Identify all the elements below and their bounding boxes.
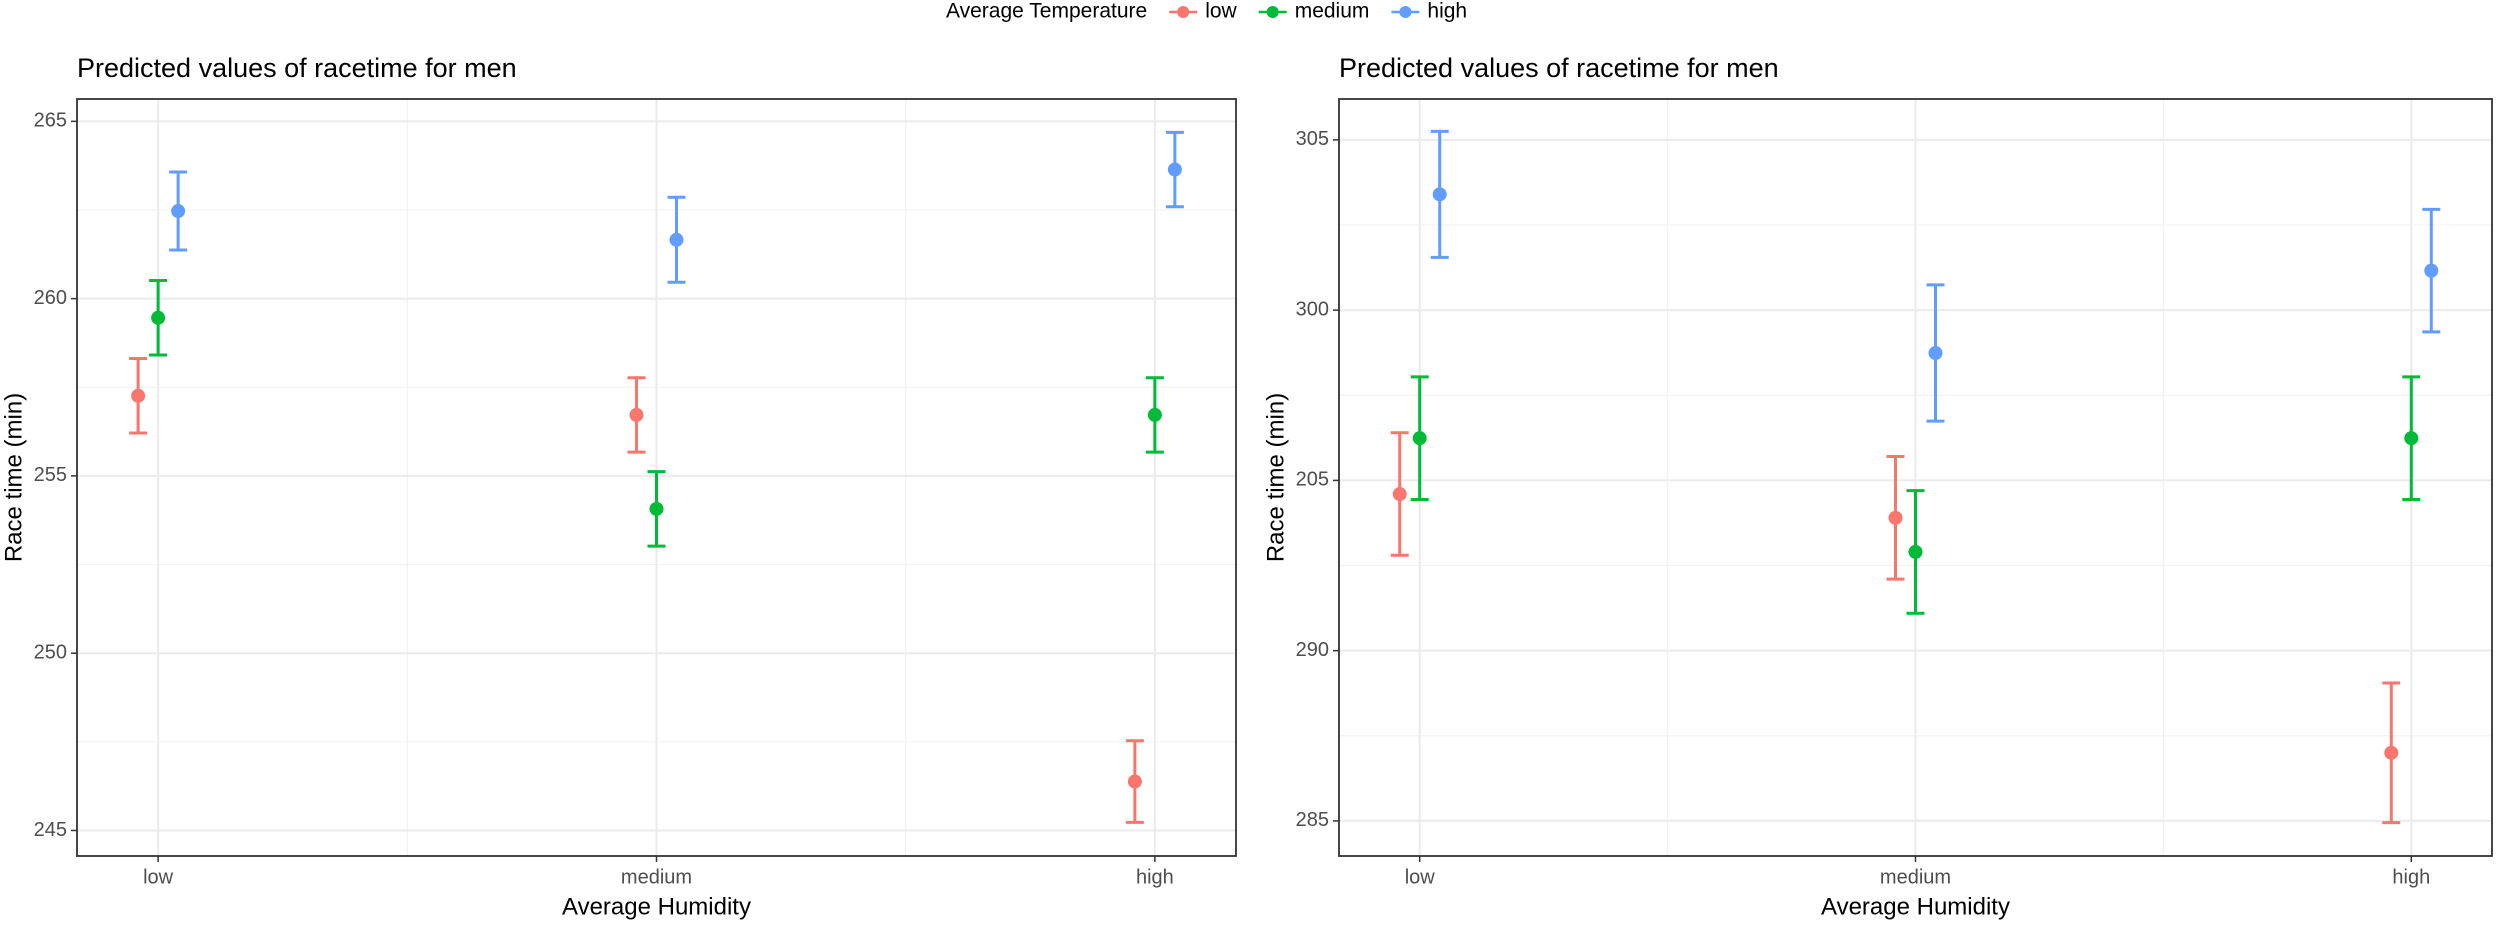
point — [1147, 407, 1162, 422]
y-tick-label: 205 — [1296, 469, 1329, 491]
point — [2424, 263, 2439, 278]
point — [2384, 745, 2399, 760]
point — [151, 310, 166, 325]
x-tick-label: medium — [1880, 866, 1951, 888]
y-tick-label: 250 — [34, 641, 67, 663]
x-tick-label: low — [1405, 866, 1436, 888]
x-tick-label: medium — [621, 866, 692, 888]
legend-label: low — [1205, 0, 1237, 23]
chart-title: Predicted values of racetime for men — [77, 53, 517, 83]
x-axis-title: Average Humidity — [1821, 893, 2010, 920]
y-tick-label: 255 — [34, 464, 67, 486]
point — [649, 501, 664, 516]
point — [131, 388, 146, 403]
point — [1392, 487, 1407, 502]
point — [1928, 346, 1943, 361]
point — [1908, 544, 1923, 559]
x-tick-label: high — [1136, 866, 1174, 888]
panel-border — [76, 98, 1237, 857]
y-tick-label: 305 — [1296, 128, 1329, 150]
point — [1432, 187, 1447, 202]
y-axis-title: Race time (min) — [0, 393, 27, 562]
legend-key-point — [1266, 6, 1279, 18]
point — [1888, 510, 1903, 525]
legend-label: medium — [1295, 0, 1370, 23]
y-tick-label: 300 — [1296, 298, 1329, 320]
x-tick-label: high — [2392, 866, 2430, 888]
point — [1127, 774, 1142, 789]
y-tick-label: 265 — [34, 110, 67, 132]
y-tick-label: 260 — [34, 287, 67, 309]
legend-title: Average Temperature — [946, 0, 1147, 23]
point — [2404, 431, 2419, 446]
y-tick-label: 290 — [1296, 639, 1329, 661]
panel-border — [1338, 98, 2493, 857]
legend-label: high — [1427, 0, 1467, 23]
legend-key-point — [1399, 6, 1412, 18]
y-axis-title: Race time (min) — [1262, 393, 1289, 562]
point — [1167, 162, 1182, 177]
chart-title: Predicted values of racetime for men — [1339, 53, 1779, 83]
point — [629, 407, 644, 422]
point — [669, 232, 684, 247]
point — [171, 204, 186, 219]
point — [1412, 431, 1427, 446]
y-tick-label: 285 — [1296, 809, 1329, 831]
legend-key-point — [1177, 6, 1190, 18]
x-tick-label: low — [143, 866, 174, 888]
x-axis-title: Average Humidity — [562, 893, 751, 920]
y-tick-label: 245 — [34, 819, 67, 841]
